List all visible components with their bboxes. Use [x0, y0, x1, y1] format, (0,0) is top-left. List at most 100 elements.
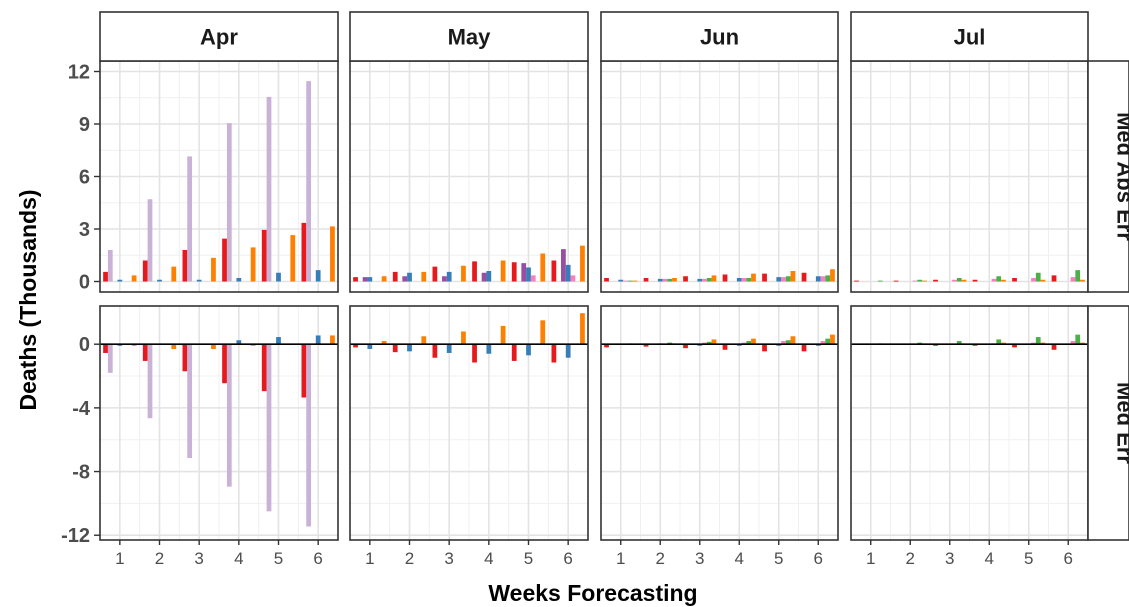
x-tick-label: 6: [563, 549, 572, 568]
y-tick-label: 0: [79, 334, 90, 356]
column-strip-label: Jul: [954, 25, 986, 50]
bar: [618, 279, 624, 282]
bar: [171, 266, 177, 282]
x-tick-label: 3: [945, 549, 954, 568]
bar: [500, 325, 506, 345]
bar: [407, 344, 412, 352]
x-tick-label: 3: [194, 549, 203, 568]
x-axis-title: Weeks Forecasting: [488, 580, 697, 606]
bar: [276, 272, 281, 282]
bar: [353, 344, 358, 348]
bar: [142, 344, 148, 361]
bar: [815, 276, 821, 282]
bar: [182, 344, 188, 372]
bar: [762, 344, 767, 352]
bar: [530, 275, 536, 282]
bar: [486, 271, 492, 282]
bar: [702, 278, 707, 282]
bar: [392, 344, 398, 353]
x-tick-label: 3: [695, 549, 704, 568]
x-tick-label: 2: [155, 549, 164, 568]
bar: [315, 335, 321, 345]
bar: [825, 338, 831, 345]
bar: [1070, 341, 1076, 345]
y-tick-label: -4: [72, 398, 91, 420]
column-strip: [349, 11, 589, 62]
bar: [672, 278, 677, 282]
x-tick-label: 5: [524, 549, 533, 568]
bar: [551, 344, 557, 363]
bar: [1031, 278, 1036, 282]
bar: [182, 250, 188, 282]
y-tick-label: 0: [79, 272, 90, 294]
bar: [226, 123, 232, 282]
y-tick-label: 6: [79, 167, 90, 189]
bar: [442, 276, 447, 282]
bar: [472, 261, 477, 282]
x-tick-label: 6: [313, 549, 322, 568]
bar: [461, 331, 466, 345]
bar: [565, 344, 571, 358]
bar: [236, 278, 242, 282]
bar: [801, 272, 807, 282]
bar: [830, 269, 835, 282]
bar: [250, 247, 256, 282]
bar: [877, 280, 883, 282]
bar: [830, 334, 835, 345]
bar: [526, 267, 531, 282]
bar: [785, 276, 791, 282]
bar: [330, 335, 335, 345]
x-tick-label: 4: [234, 549, 243, 568]
x-tick-label: 1: [616, 549, 625, 568]
bar: [236, 340, 242, 345]
bar: [922, 280, 927, 282]
column-strip-label: Jun: [700, 25, 739, 50]
bar: [187, 156, 193, 282]
x-tick-label: 1: [866, 549, 875, 568]
bar: [751, 338, 756, 345]
bar: [521, 263, 527, 282]
bar: [306, 81, 312, 282]
bar: [722, 344, 728, 350]
bar: [500, 260, 506, 282]
bar: [402, 276, 408, 282]
x-tick-label: 4: [735, 549, 744, 568]
x-tick-label: 1: [115, 549, 124, 568]
bar: [825, 275, 831, 282]
bar: [157, 279, 162, 282]
bar: [540, 320, 546, 345]
x-tick-label: 4: [985, 549, 994, 568]
y-tick-label: 12: [68, 62, 90, 84]
bar: [266, 344, 272, 512]
bar: [561, 249, 566, 282]
bar: [196, 279, 202, 282]
bar: [315, 270, 321, 282]
bar: [211, 344, 216, 349]
y-tick-label: 9: [79, 114, 90, 136]
row-strip-label: Med Err: [1113, 382, 1129, 464]
bar: [103, 344, 108, 353]
bar: [290, 235, 296, 282]
bar: [706, 278, 712, 282]
bar: [697, 278, 703, 282]
bar: [580, 313, 585, 345]
bar: [736, 278, 742, 282]
bar: [643, 344, 649, 347]
bar: [776, 277, 782, 282]
bar: [117, 279, 123, 282]
bar: [407, 272, 412, 282]
bar: [211, 257, 216, 282]
bar: [381, 341, 387, 345]
y-tick-label: -8: [72, 462, 90, 484]
bar: [657, 278, 663, 282]
bar: [1051, 275, 1057, 282]
bar: [972, 279, 978, 282]
bar: [107, 250, 113, 282]
bar: [751, 273, 756, 282]
row-strip-label: Med Abs Err: [1113, 112, 1129, 241]
bar: [147, 344, 153, 419]
bar: [952, 279, 957, 282]
bar: [1040, 279, 1046, 282]
